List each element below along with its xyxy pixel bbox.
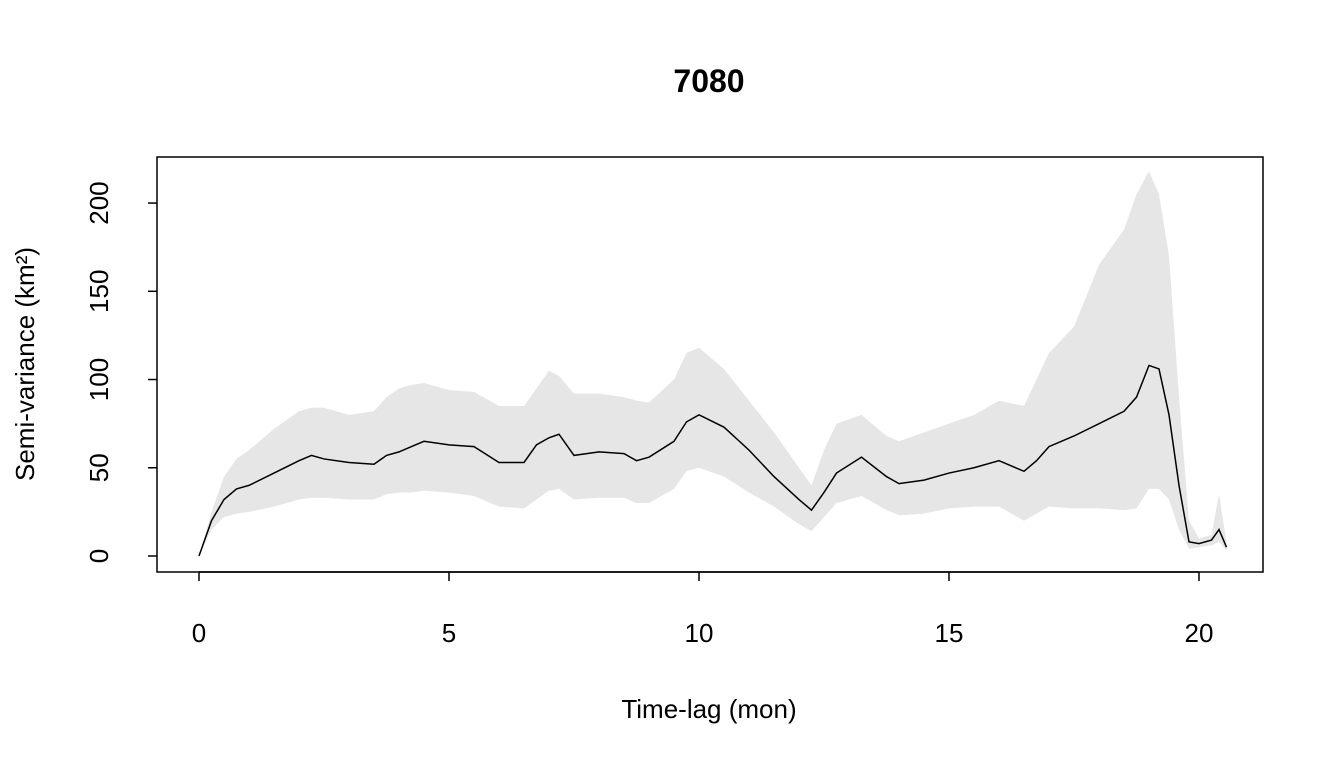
series-line [198, 364, 1228, 557]
x-tick-label: 10 [685, 618, 714, 648]
x-axis-label: Time-lag (mon) [621, 694, 796, 724]
y-tick-label: 50 [84, 453, 114, 482]
y-axis-label: Semi-variance (km²) [10, 247, 40, 481]
chart-title: 7080 [673, 63, 744, 99]
y-tick-label: 200 [84, 181, 114, 224]
confidence-band [199, 171, 1227, 556]
y-tick-label: 150 [84, 270, 114, 313]
x-tick-label: 5 [442, 618, 456, 648]
x-tick-label: 15 [935, 618, 964, 648]
x-tick-label: 20 [1185, 618, 1214, 648]
y-tick-label: 0 [84, 549, 114, 563]
y-tick-label: 100 [84, 358, 114, 401]
x-tick-label: 0 [192, 618, 206, 648]
